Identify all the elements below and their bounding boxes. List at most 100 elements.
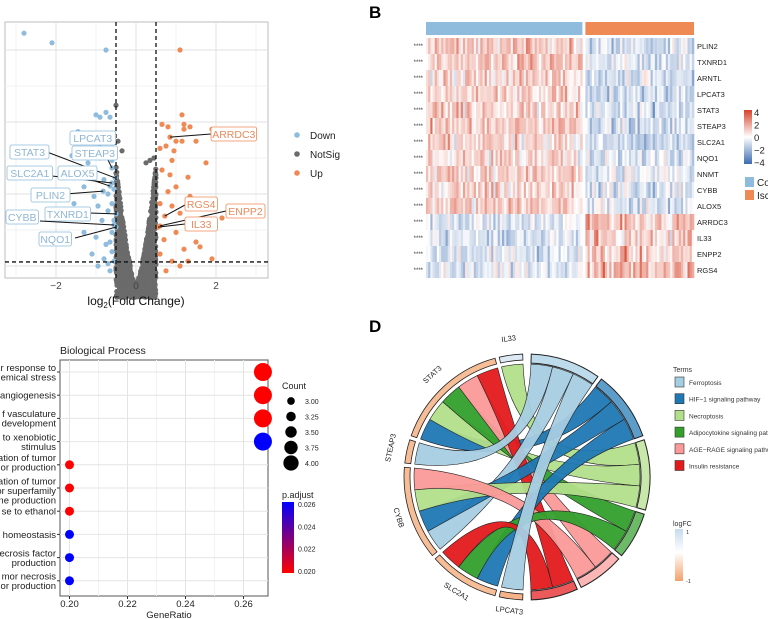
heatmap-cell bbox=[432, 246, 435, 262]
heatmap-cell bbox=[452, 118, 455, 134]
heatmap-cell bbox=[604, 230, 608, 246]
heatmap-cell bbox=[650, 118, 654, 134]
point-notsig bbox=[113, 205, 119, 212]
heatmap-cell bbox=[458, 166, 462, 182]
heatmap-cell bbox=[521, 54, 525, 70]
heatmap-cell bbox=[497, 198, 501, 214]
point-notsig bbox=[135, 283, 141, 289]
gene-label-cybb: CYBB bbox=[8, 212, 37, 224]
colorbar-label: −2 bbox=[754, 146, 765, 157]
heatmap-cell bbox=[591, 102, 595, 118]
heatmap-cell bbox=[560, 214, 564, 230]
heatmap-cell bbox=[447, 230, 451, 246]
heatmap-cell bbox=[626, 262, 630, 278]
heatmap-cell bbox=[622, 182, 625, 198]
heatmap-cell bbox=[486, 246, 490, 262]
heatmap-cell bbox=[678, 118, 682, 134]
heatmap-cell bbox=[458, 262, 462, 278]
heatmap-cell bbox=[589, 214, 593, 230]
heatmap-cell bbox=[538, 262, 542, 278]
heatmap-cell bbox=[523, 102, 527, 118]
heatmap-cell bbox=[626, 86, 630, 102]
heatmap-cell bbox=[478, 214, 481, 230]
heatmap-cell bbox=[519, 262, 522, 278]
significance-stars: **** bbox=[414, 124, 424, 130]
heatmap-cell bbox=[575, 166, 579, 182]
heatmap-cell bbox=[536, 182, 540, 198]
heatmap-cell bbox=[646, 118, 649, 134]
heatmap-cell bbox=[622, 230, 625, 246]
heatmap-cell bbox=[565, 246, 568, 262]
heatmap-cell bbox=[447, 86, 451, 102]
heatmap-cell bbox=[439, 54, 442, 70]
heatmap-cell bbox=[687, 246, 690, 262]
heatmap-cell bbox=[615, 182, 619, 198]
heatmap-cell bbox=[622, 102, 625, 118]
heatmap-cell bbox=[551, 166, 555, 182]
heatmap-cell bbox=[648, 262, 651, 278]
heatmap-cell bbox=[506, 38, 509, 54]
heatmap-cell bbox=[478, 262, 481, 278]
heatmap-cell bbox=[426, 262, 429, 278]
heatmap-cell bbox=[644, 166, 647, 182]
heatmap-cell bbox=[558, 38, 561, 54]
heatmap-cell bbox=[536, 230, 540, 246]
heatmap-cell bbox=[617, 134, 621, 150]
heatmap-cell bbox=[447, 150, 451, 166]
heatmap-cell bbox=[685, 182, 688, 198]
row-label-steap3: STEAP3 bbox=[697, 122, 726, 131]
point-notsig bbox=[119, 148, 125, 154]
heatmap-cell bbox=[532, 246, 535, 262]
row-label-alox5: ALOX5 bbox=[697, 202, 721, 211]
heatmap-cell bbox=[456, 262, 459, 278]
heatmap-cell bbox=[556, 198, 559, 214]
heatmap-cell bbox=[578, 86, 581, 102]
point-down bbox=[107, 114, 113, 120]
heatmap-cell bbox=[493, 262, 496, 278]
heatmap-cell bbox=[532, 262, 535, 278]
heatmap-cell bbox=[575, 214, 579, 230]
heatmap-cell bbox=[591, 182, 595, 198]
heatmap-cell bbox=[475, 214, 479, 230]
heatmap-cell bbox=[439, 182, 442, 198]
heatmap-cell bbox=[428, 214, 431, 230]
point-down bbox=[89, 251, 95, 257]
heatmap-cell bbox=[426, 38, 429, 54]
heatmap-cell bbox=[478, 118, 481, 134]
point-notsig bbox=[148, 253, 154, 259]
heatmap-cell bbox=[426, 166, 429, 182]
heatmap-cell bbox=[428, 198, 431, 214]
legend-dot-up bbox=[294, 170, 300, 176]
heatmap-cell bbox=[611, 118, 614, 134]
heatmap-cell bbox=[512, 230, 516, 246]
point-notsig bbox=[152, 201, 158, 207]
heatmap-cell bbox=[587, 182, 591, 198]
heatmap-cell bbox=[687, 38, 690, 54]
heatmap-cell bbox=[678, 38, 682, 54]
heatmap-cell bbox=[567, 118, 570, 134]
heatmap-cell bbox=[602, 166, 606, 182]
heatmap-cell bbox=[615, 118, 619, 134]
point-up bbox=[165, 189, 171, 195]
heatmap-cell bbox=[497, 262, 501, 278]
heatmap-cell bbox=[536, 246, 540, 262]
heatmap-cell bbox=[523, 86, 527, 102]
point-notsig bbox=[143, 241, 149, 247]
term-label: homeostasis bbox=[3, 530, 57, 541]
term-dot bbox=[65, 553, 74, 563]
heatmap-cell bbox=[667, 214, 671, 230]
heatmap-cell bbox=[672, 38, 675, 54]
group-legend-label-co: Co bbox=[757, 178, 768, 189]
heatmap-cell bbox=[541, 134, 544, 150]
heatmap-cell bbox=[554, 166, 557, 182]
heatmap-cell bbox=[573, 246, 577, 262]
heatmap-cell bbox=[525, 118, 529, 134]
heatmap-cell bbox=[631, 118, 634, 134]
x-tick-label: 0.22 bbox=[118, 599, 137, 610]
heatmap-cell bbox=[471, 166, 475, 182]
point-notsig bbox=[149, 213, 155, 219]
heatmap-cell bbox=[484, 134, 488, 150]
heatmap-cell bbox=[594, 102, 597, 118]
heatmap-cell bbox=[523, 150, 527, 166]
heatmap-cell bbox=[482, 230, 485, 246]
